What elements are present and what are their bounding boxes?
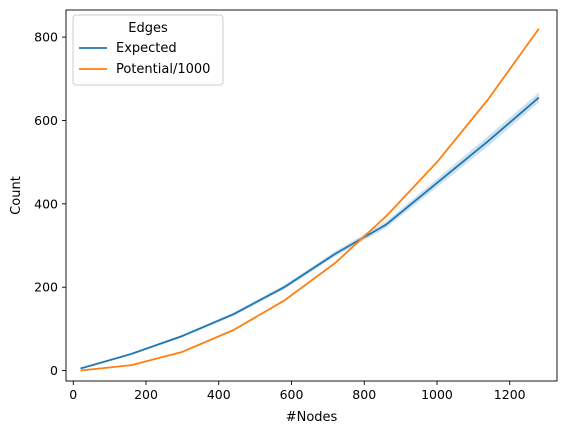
y-axis: 0 200 400 600 800 [34, 30, 66, 378]
series-line-1 [80, 28, 540, 372]
x-tick-label: 800 [352, 387, 376, 402]
x-tick-label: 600 [280, 387, 304, 402]
legend-title: Edges [128, 21, 168, 36]
x-tick-label: 1000 [421, 387, 453, 402]
y-tick-label: 400 [34, 196, 58, 211]
x-axis: 0 200 400 600 800 1000 1200 [69, 381, 526, 402]
legend-box [72, 14, 224, 86]
confidence-band [80, 92, 539, 369]
legend-entry: Potential/1000 [116, 62, 210, 77]
y-tick-label: 600 [34, 113, 58, 128]
legend: Edges Expected Potential/1000 [72, 14, 224, 86]
y-axis-label: Count [9, 176, 24, 215]
y-tick-label: 800 [34, 30, 58, 45]
legend-entry: Expected [116, 41, 177, 56]
y-tick-label: 0 [50, 363, 58, 378]
series-line-0 [80, 96, 540, 370]
x-axis-label: #Nodes [286, 410, 338, 425]
x-tick-label: 0 [69, 387, 77, 402]
plot-area [80, 28, 540, 372]
y-tick-label: 200 [34, 280, 58, 295]
x-tick-label: 1200 [494, 387, 526, 402]
x-tick-label: 400 [207, 387, 231, 402]
plot-frame [65, 9, 558, 382]
x-tick-label: 200 [134, 387, 158, 402]
